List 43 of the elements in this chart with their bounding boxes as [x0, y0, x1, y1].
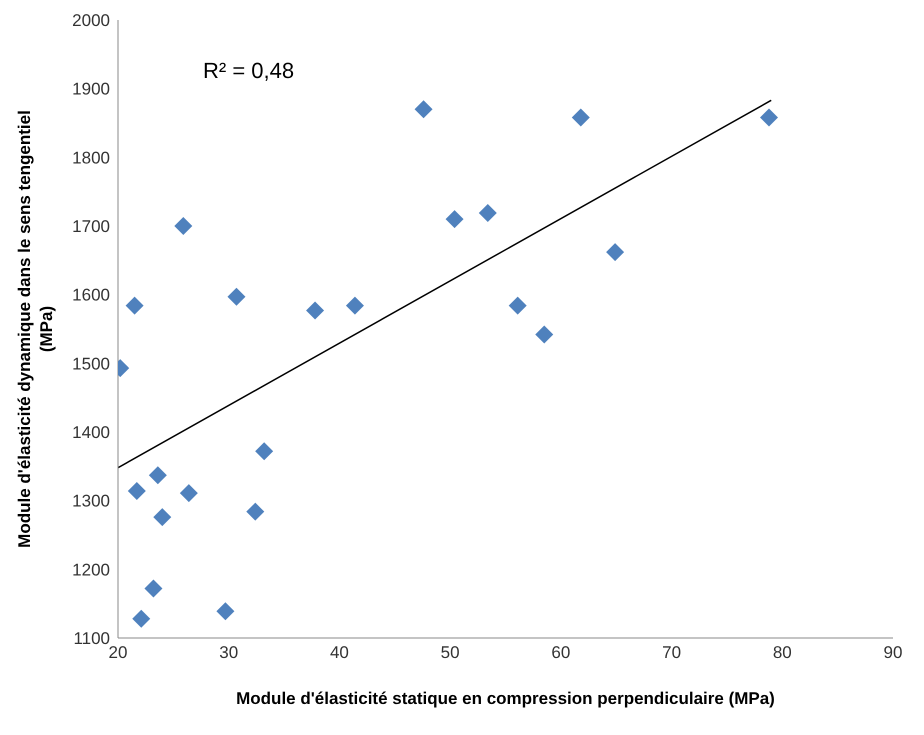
point — [508, 296, 527, 315]
annotation: R² = 0,48 — [203, 58, 294, 84]
y-tick-label: 1700 — [72, 217, 110, 236]
y-tick-label: 1200 — [72, 560, 110, 580]
y-tick-label: 1300 — [72, 492, 110, 511]
point — [227, 288, 246, 306]
point — [446, 210, 464, 228]
point — [126, 296, 144, 315]
point — [346, 296, 364, 315]
y-tick-label: 1800 — [72, 148, 110, 168]
x-tick-label: 20 — [108, 643, 128, 662]
point — [148, 466, 167, 484]
x-tick-label: 50 — [440, 643, 460, 662]
y-tick-label: 1600 — [72, 286, 110, 305]
point — [535, 325, 554, 344]
x-tick-label: 70 — [662, 643, 682, 662]
point — [606, 243, 624, 262]
x-tick-label: 40 — [330, 643, 349, 662]
point — [132, 610, 150, 628]
y-axis-title: Module d'élasticité dynamique dans le sens tengentiel (MPa) — [15, 110, 56, 548]
point — [144, 580, 162, 598]
x-tick-label: 80 — [772, 643, 792, 662]
x-tick-label: 90 — [884, 643, 902, 662]
point — [306, 301, 324, 320]
point — [478, 204, 497, 222]
y-tick-label: 1100 — [73, 629, 110, 648]
point — [153, 508, 172, 526]
x-axis-title: Module d'élasticité statique en compression perpendiculaire (MPa) — [236, 689, 775, 708]
point — [128, 482, 146, 500]
x-tick-label: 60 — [551, 643, 570, 662]
point — [760, 108, 778, 127]
point — [180, 484, 198, 502]
point — [216, 602, 234, 620]
y-tick-label: 1900 — [72, 80, 110, 99]
y-tick-label: 2000 — [72, 11, 110, 30]
point — [572, 108, 590, 127]
point — [255, 442, 274, 460]
point — [246, 502, 264, 521]
x-tick-label: 30 — [219, 643, 238, 662]
y-tick-label: 1400 — [72, 423, 110, 442]
y-tick-label: 1500 — [72, 354, 110, 374]
point — [414, 100, 433, 118]
point — [174, 217, 192, 235]
